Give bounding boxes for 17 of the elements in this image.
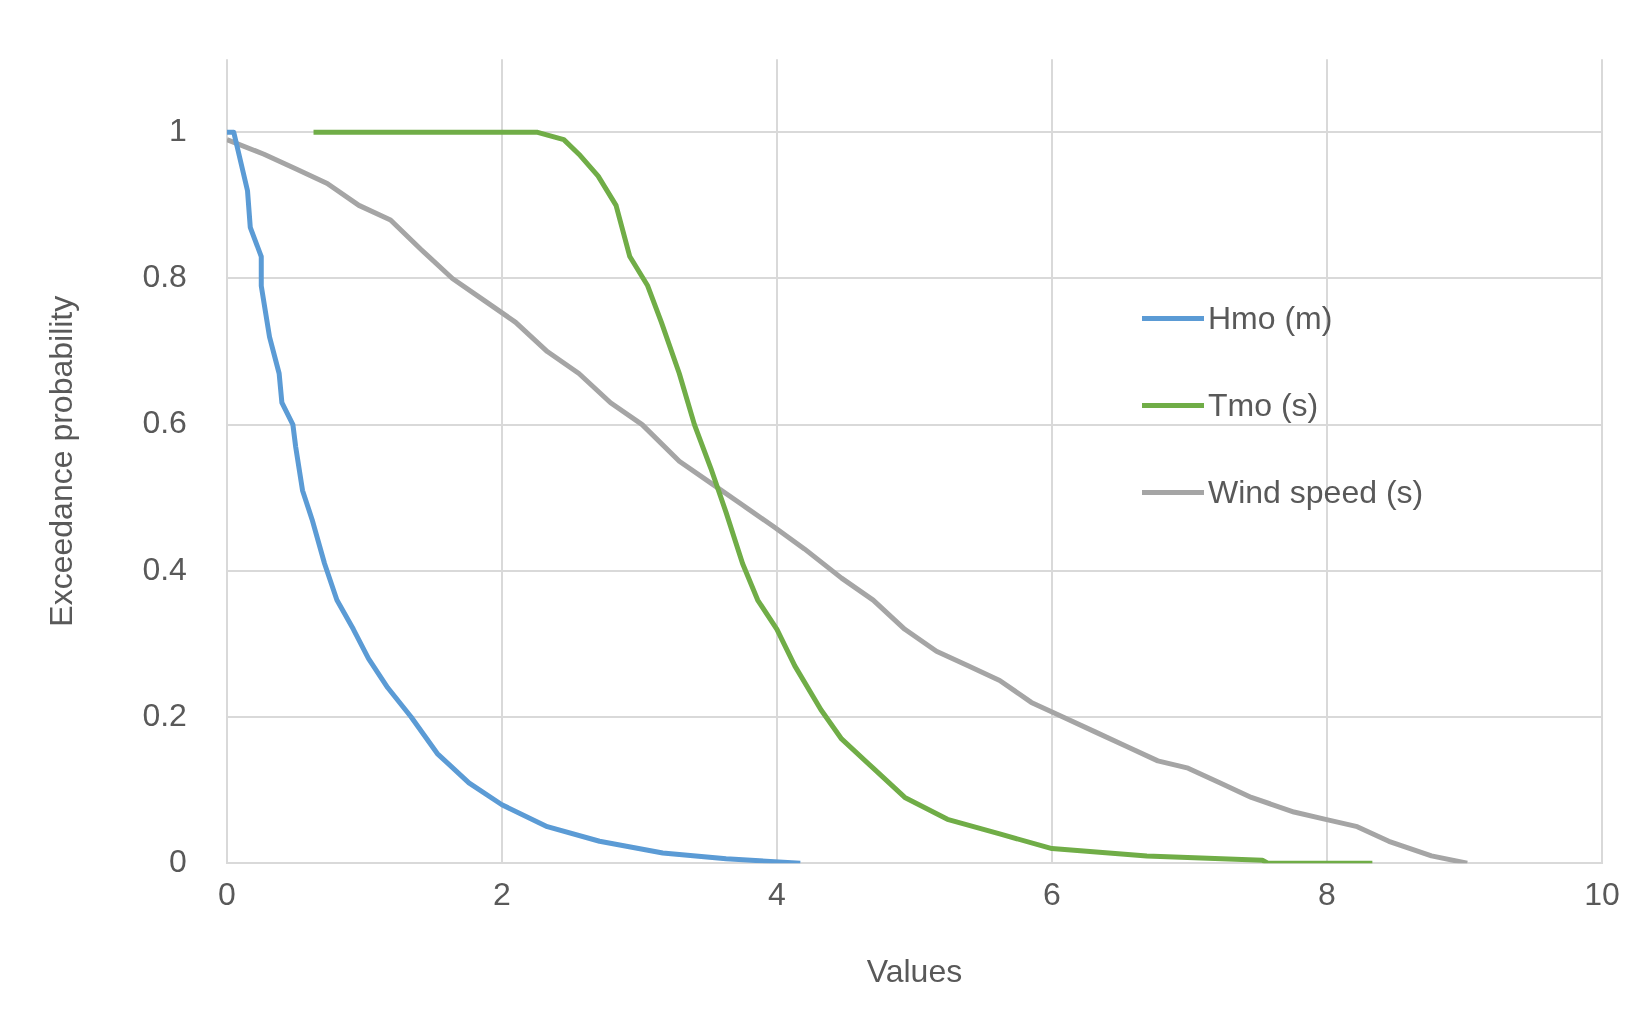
- legend-label: Wind speed (s): [1208, 474, 1424, 512]
- y-tick-label: 0.8: [142, 258, 187, 295]
- y-tick-label: 0.6: [142, 404, 187, 441]
- x-tick-label: 0: [217, 876, 236, 913]
- x-tick-label: 8: [1318, 876, 1336, 913]
- x-tick-label: 4: [768, 876, 786, 913]
- x-tick-label: 6: [1043, 876, 1061, 913]
- x-tick-label: 2: [493, 876, 511, 913]
- y-tick-label: 0: [169, 843, 187, 880]
- y-tick-label: 1: [169, 112, 187, 149]
- y-axis-title: Exceedance probability: [43, 295, 80, 627]
- legend-label: Tmo (s): [1208, 387, 1319, 425]
- x-tick-label: 10: [1584, 876, 1620, 913]
- y-tick-label: 0.4: [142, 550, 187, 587]
- x-axis-title: Values: [866, 952, 963, 989]
- legend-label: Hmo (m): [1208, 300, 1333, 338]
- y-tick-label: 0.2: [142, 696, 187, 733]
